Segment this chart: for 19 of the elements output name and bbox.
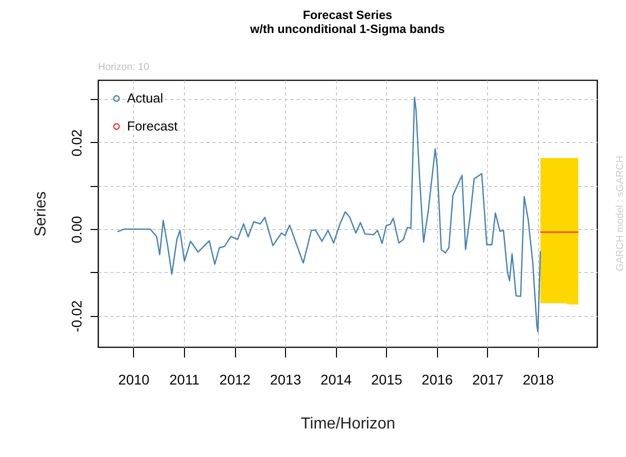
x-tick-label: 2012 — [219, 372, 251, 388]
legend-label: Actual — [127, 90, 164, 106]
text: Horizon: 10 — [98, 62, 150, 73]
y-tick-label: 0.00 — [68, 216, 84, 244]
chart-subtitle: w/th unconditional 1-Sigma bands — [249, 22, 446, 36]
x-tick-label: 2016 — [422, 372, 454, 388]
y-tick-label: -0.02 — [68, 300, 84, 332]
x-tick-label: 2015 — [371, 372, 402, 388]
x-axis-title: Time/Horizon — [300, 416, 396, 432]
legend-label: Forecast — [127, 118, 178, 134]
x-tick-label: 2010 — [118, 372, 150, 388]
x-tick-label: 2014 — [320, 372, 352, 388]
chart-title: Forecast Series — [302, 8, 393, 22]
x-tick-label: 2017 — [472, 372, 504, 388]
x-tick-label: 2011 — [169, 372, 200, 388]
y-tick-label: 0.02 — [68, 129, 84, 157]
x-tick-label: 2013 — [270, 372, 302, 388]
y-axis-title: Series — [32, 191, 50, 237]
x-tick-label: 2018 — [522, 372, 554, 388]
